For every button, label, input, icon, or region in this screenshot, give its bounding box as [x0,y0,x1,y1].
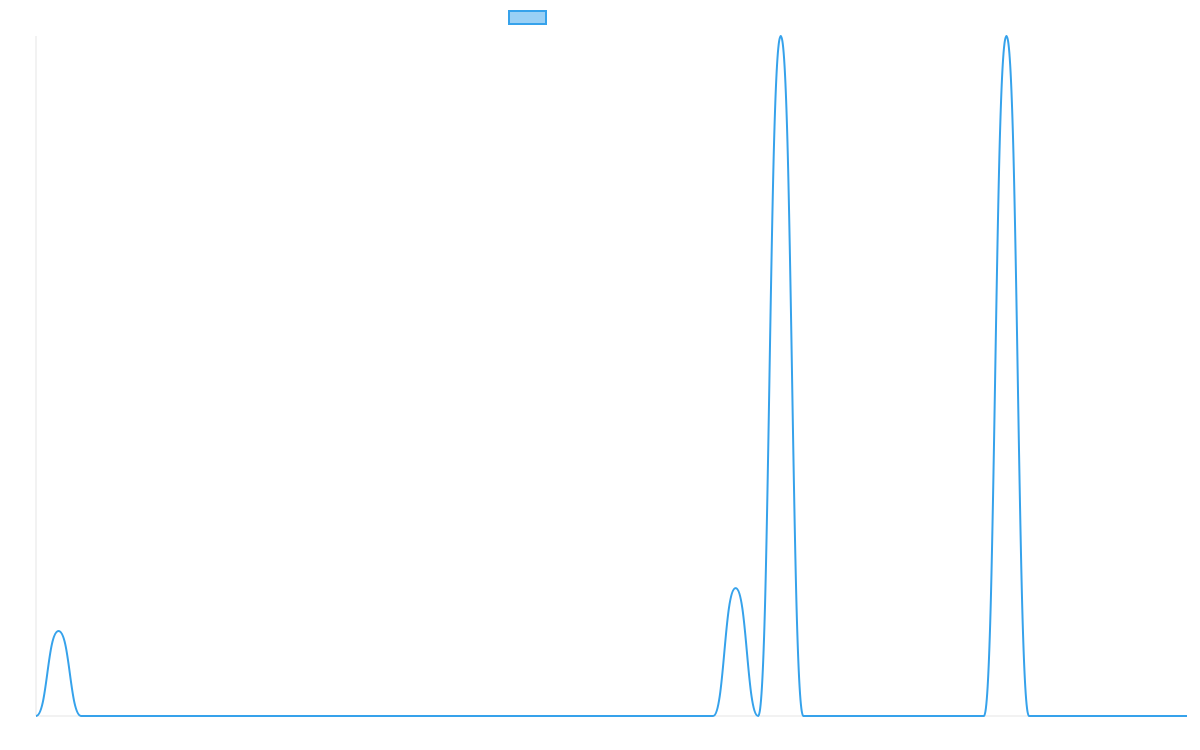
data-point[interactable] [754,712,762,720]
data-point[interactable] [1138,712,1146,720]
data-point[interactable] [867,712,875,720]
data-point[interactable] [1093,712,1101,720]
data-point[interactable] [732,584,740,592]
series-line-0[interactable] [35,35,1187,717]
data-point[interactable] [1160,712,1168,720]
data-point[interactable] [980,712,988,720]
data-point[interactable] [1183,712,1191,720]
data-point[interactable] [912,712,920,720]
data-point[interactable] [280,712,288,720]
data-point[interactable] [529,712,537,720]
data-point[interactable] [506,712,514,720]
data-point[interactable] [416,712,424,720]
data-point[interactable] [167,712,175,720]
data-point[interactable] [822,712,830,720]
data-point[interactable] [1070,712,1078,720]
data-point[interactable] [122,712,130,720]
data-point[interactable] [777,32,785,40]
data-point[interactable] [935,712,943,720]
data-point[interactable] [957,712,965,720]
data-point[interactable] [145,712,153,720]
data-point[interactable] [844,712,852,720]
data-point[interactable] [1048,712,1056,720]
data-point[interactable] [461,712,469,720]
data-point[interactable] [258,712,266,720]
data-point[interactable] [348,712,356,720]
data-point[interactable] [32,712,40,720]
data-point[interactable] [438,712,446,720]
data-point[interactable] [235,712,243,720]
data-point[interactable] [1002,32,1010,40]
data-point[interactable] [303,712,311,720]
data-point[interactable] [686,712,694,720]
data-point[interactable] [664,712,672,720]
data-point[interactable] [393,712,401,720]
data-point[interactable] [190,712,198,720]
data-point[interactable] [551,712,559,720]
data-point[interactable] [1115,712,1123,720]
data-point[interactable] [100,712,108,720]
data-point[interactable] [1025,712,1033,720]
data-point[interactable] [77,712,85,720]
data-point[interactable] [371,712,379,720]
data-point[interactable] [890,712,898,720]
data-point[interactable] [213,712,221,720]
data-point[interactable] [799,712,807,720]
data-point[interactable] [596,712,604,720]
data-point[interactable] [641,712,649,720]
data-point[interactable] [574,712,582,720]
legend-swatch[interactable] [508,10,547,25]
data-point[interactable] [325,712,333,720]
data-point[interactable] [55,627,63,635]
data-point[interactable] [483,712,491,720]
data-point[interactable] [619,712,627,720]
data-point[interactable] [709,712,717,720]
